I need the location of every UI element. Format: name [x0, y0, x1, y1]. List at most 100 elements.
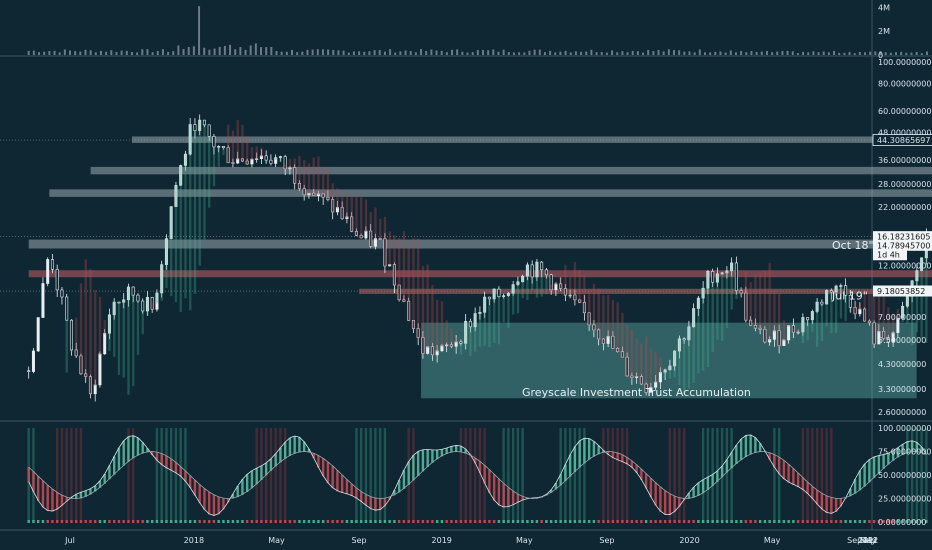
- oscillator-band: [383, 428, 387, 522]
- oscillator-bar: [41, 480, 45, 508]
- ribbon-segment: [493, 289, 496, 343]
- candle-body: [525, 264, 529, 277]
- signal-tick: [321, 520, 325, 523]
- ribbon-segment: [797, 329, 800, 333]
- signal-tick: [716, 520, 719, 523]
- oscillator-bar: [606, 451, 610, 455]
- volume-bar: [218, 46, 221, 55]
- oscillator-band: [359, 428, 363, 522]
- volume-bar: [812, 51, 815, 55]
- candle-body: [483, 296, 487, 313]
- oscillator-bar: [160, 453, 163, 466]
- ribbon-segment: [844, 295, 847, 321]
- candle-body: [587, 312, 591, 326]
- candle-body: [687, 326, 691, 341]
- oscillator-bar: [393, 490, 396, 496]
- oscillator-bar: [692, 487, 695, 498]
- ribbon-segment: [478, 312, 482, 347]
- candle-body: [359, 235, 363, 239]
- oscillator-bar: [583, 438, 586, 464]
- volume-bar: [662, 51, 665, 55]
- oscillator-band: [606, 428, 610, 522]
- ribbon-segment: [877, 285, 881, 333]
- volume-bar: [198, 6, 201, 56]
- ribbon-segment: [649, 348, 653, 389]
- volume-bar: [378, 49, 381, 55]
- candle-body: [312, 192, 316, 196]
- annotations: Oct 18" Jul 19" Greyscale Investment Trust…: [522, 231, 932, 399]
- oscillator-bar: [150, 451, 154, 456]
- price-tick: 48.00000000: [878, 128, 931, 137]
- oscillator-bar: [492, 474, 496, 501]
- signal-tick: [340, 520, 344, 523]
- candle-body: [36, 317, 40, 352]
- ribbon-segment: [189, 124, 192, 311]
- oscillator-band: [127, 428, 130, 522]
- signal-tick: [844, 520, 847, 523]
- candle-body: [55, 268, 59, 291]
- candle-body: [706, 271, 710, 289]
- candle-body: [112, 301, 116, 316]
- time-tick: May: [764, 536, 781, 545]
- candle-body: [79, 355, 83, 375]
- volume-bar: [120, 50, 123, 55]
- annotation-label: Jul 19": [831, 290, 868, 303]
- signal-tick: [160, 520, 163, 523]
- ribbon-segment: [117, 302, 121, 375]
- oscillator-bar: [602, 450, 605, 453]
- signal-tick: [264, 520, 268, 523]
- candle-body: [164, 238, 168, 265]
- ribbon-segment: [445, 320, 448, 346]
- price-label-box: [873, 249, 907, 261]
- oscillator-bar: [51, 488, 54, 512]
- volume-bar: [807, 52, 810, 55]
- signal-tick: [127, 520, 130, 523]
- candle-body: [416, 328, 420, 338]
- ribbon-segment: [592, 283, 596, 331]
- oscillator-bar: [127, 436, 130, 462]
- ribbon-segment: [94, 289, 97, 386]
- candle-body: [677, 338, 681, 352]
- volume-bar: [290, 49, 293, 55]
- signal-tick: [179, 520, 182, 523]
- candle-body: [815, 301, 819, 312]
- volume-bar: [141, 49, 144, 55]
- time-tick: Jul: [64, 536, 75, 545]
- ribbon-segment: [312, 157, 315, 197]
- oscillator-bar: [165, 455, 168, 469]
- ribbon-segment: [108, 314, 111, 351]
- candle-body: [150, 296, 154, 310]
- signal-tick: [383, 520, 387, 523]
- oscillator-bar: [478, 461, 482, 474]
- oscillator-band: [169, 428, 173, 522]
- oscillator-bar: [174, 462, 178, 474]
- signal-tick: [112, 520, 116, 523]
- price-tick: 100.00000000: [878, 58, 932, 67]
- candle-body: [597, 329, 601, 340]
- candle-body: [440, 345, 444, 352]
- candle-body: [668, 365, 672, 371]
- signal-tick: [568, 520, 572, 523]
- price-axis[interactable]: 100.00000000 80.00000000 60.00000000 48.000…: [878, 58, 932, 417]
- signal-tick: [549, 520, 553, 523]
- signal-tick: [207, 520, 211, 523]
- oscillator-band: [279, 428, 282, 522]
- oscillator-bar: [307, 448, 311, 453]
- signal-tick: [872, 520, 876, 523]
- oscillator-bar: [207, 491, 211, 515]
- oscillator-bar: [345, 479, 349, 495]
- ribbon-segment: [692, 308, 695, 383]
- volume-bar: [585, 51, 588, 55]
- candle-body: [753, 325, 757, 329]
- volume-bar: [879, 51, 882, 55]
- signal-tick: [131, 520, 135, 523]
- time-axis[interactable]: Jul 2018 May Sep 2019 May Sep 2020 May Sep2021May…: [64, 536, 878, 545]
- oscillator-bar: [288, 437, 292, 456]
- oscillator-band: [369, 428, 372, 522]
- oscillator-bar: [630, 460, 634, 468]
- signal-tick: [184, 520, 187, 523]
- oscillator-bar: [739, 439, 743, 461]
- oscillator-band: [578, 428, 581, 522]
